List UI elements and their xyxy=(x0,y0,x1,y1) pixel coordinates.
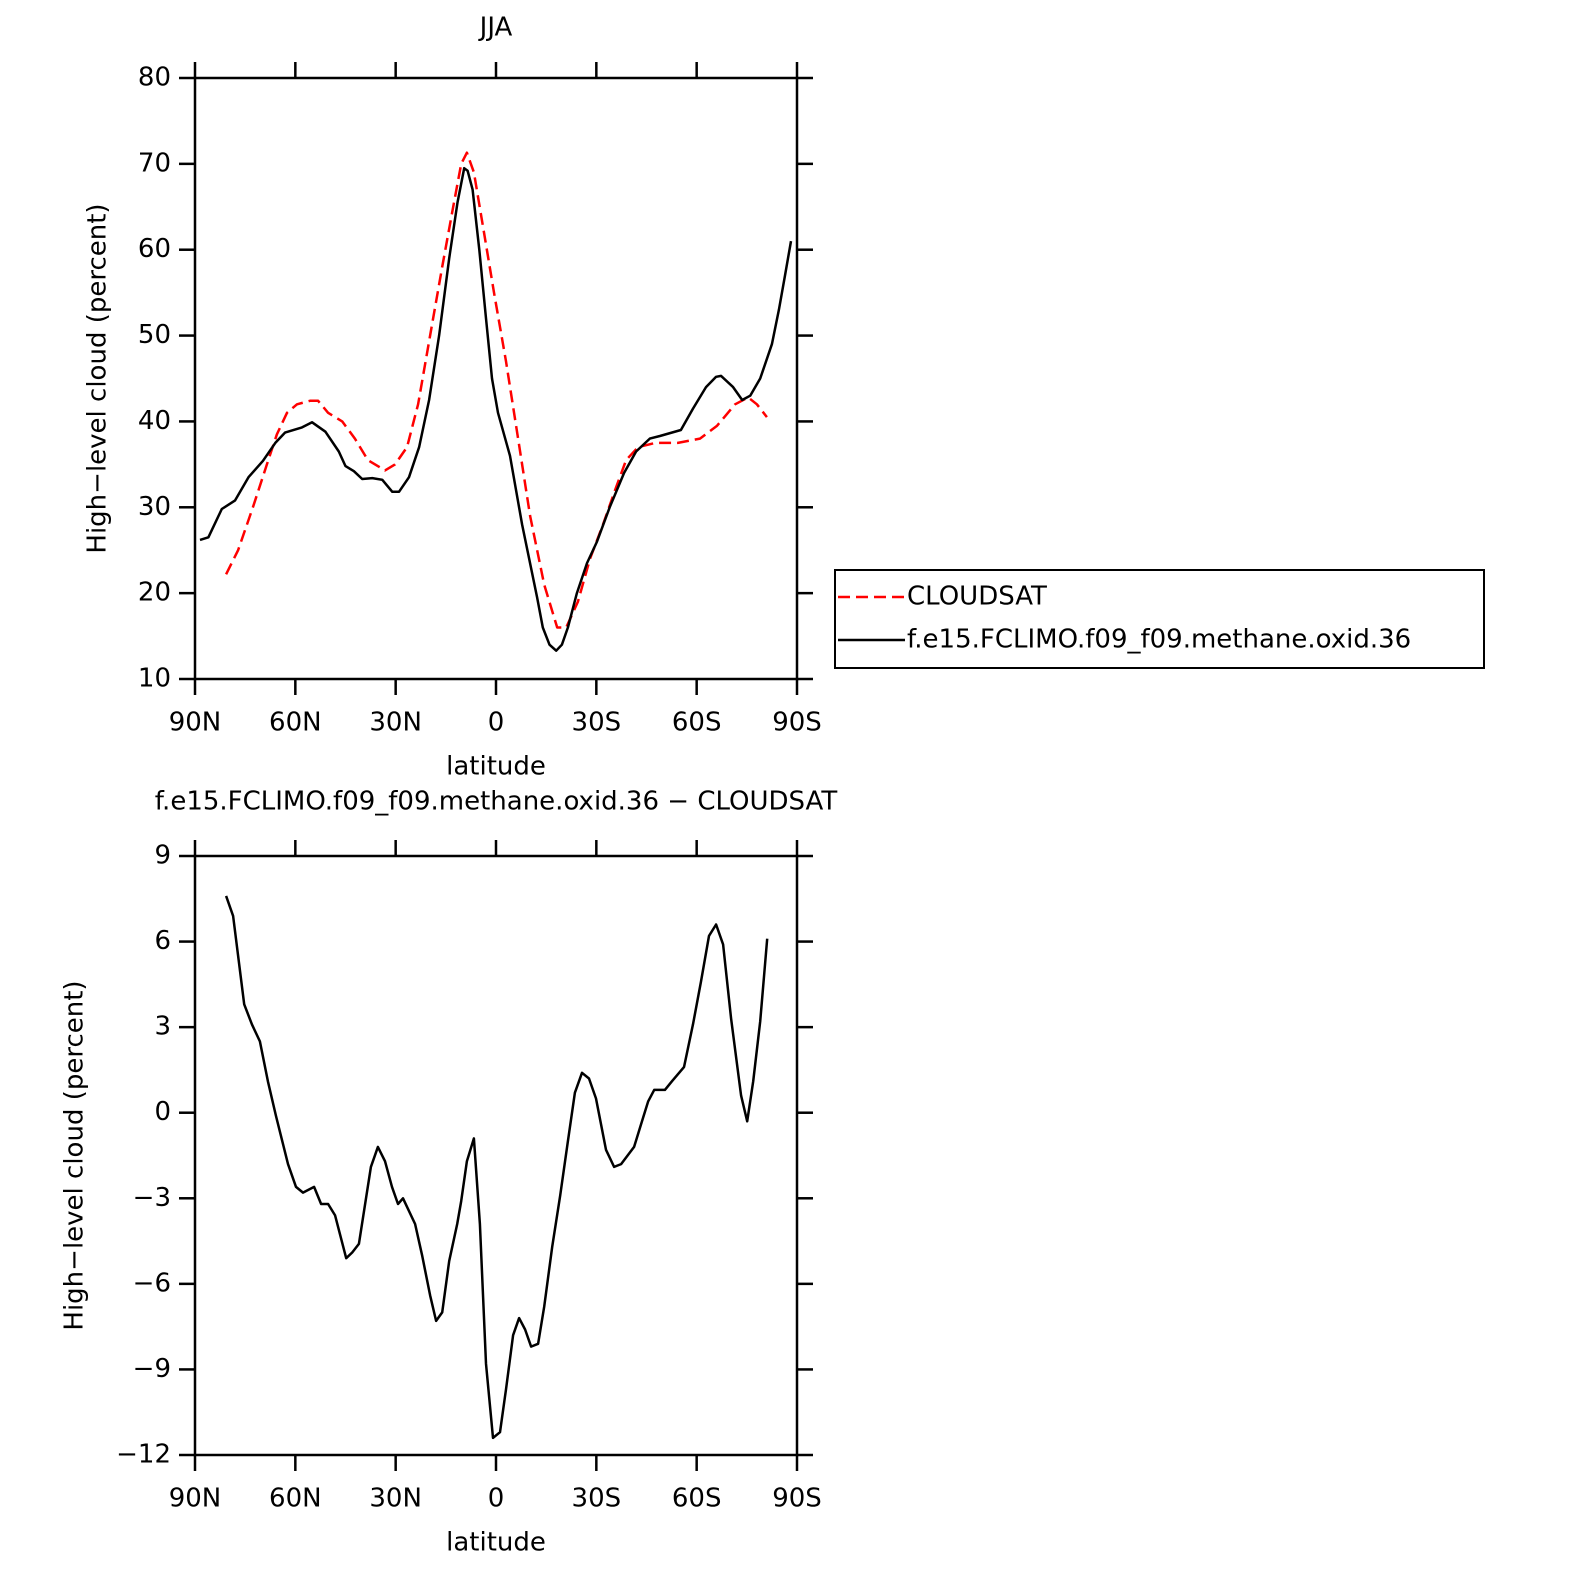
y-tick-label: 20 xyxy=(138,578,171,608)
x-tick-label: 90S xyxy=(772,1484,822,1514)
series-line xyxy=(224,151,768,629)
y-tick-label: −9 xyxy=(133,1354,171,1384)
x-tick-label: 30N xyxy=(369,708,422,738)
y-tick-label: 30 xyxy=(138,492,171,522)
x-tick-label: 0 xyxy=(488,1484,505,1514)
x-tick-label: 60S xyxy=(672,1484,722,1514)
x-tick-label: 30S xyxy=(572,1484,622,1514)
y-tick-label: 80 xyxy=(138,63,171,93)
y-tick-label: 10 xyxy=(138,664,171,694)
plot-frame xyxy=(193,854,799,1457)
y-axis-label: High−level cloud (percent) xyxy=(83,203,113,553)
x-tick-label: 90N xyxy=(169,708,222,738)
x-tick-label: 30N xyxy=(369,1484,422,1514)
legend-label: f.e15.FCLIMO.f09_f09.methane.oxid.36 xyxy=(907,625,1411,655)
y-tick-label: 0 xyxy=(154,1097,171,1127)
y-axis-label: High−level cloud (percent) xyxy=(60,980,90,1330)
y-tick-label: 50 xyxy=(138,320,171,350)
legend-box xyxy=(834,569,1485,669)
y-tick-label: 70 xyxy=(138,148,171,178)
y-tick-label: −3 xyxy=(133,1183,171,1213)
x-tick-label: 90N xyxy=(169,1484,222,1514)
chart-title: JJA xyxy=(478,13,513,43)
x-tick-label: 60S xyxy=(672,708,722,738)
series-line xyxy=(199,166,793,652)
series-line xyxy=(224,895,769,1440)
y-tick-label: −6 xyxy=(133,1268,171,1298)
x-tick-label: 90S xyxy=(772,708,822,738)
y-tick-label: 6 xyxy=(154,926,171,956)
x-tick-label: 30S xyxy=(572,708,622,738)
y-tick-label: 3 xyxy=(154,1012,171,1042)
chart-title: f.e15.FCLIMO.f09_f09.methane.oxid.36 − C… xyxy=(155,787,838,817)
y-tick-label: 40 xyxy=(138,406,171,436)
x-axis-label: latitude xyxy=(446,752,546,782)
legend-label: CLOUDSAT xyxy=(907,582,1047,612)
x-tick-label: 60N xyxy=(269,708,322,738)
y-tick-label: 9 xyxy=(154,841,171,871)
x-tick-label: 60N xyxy=(269,1484,322,1514)
y-tick-label: −12 xyxy=(116,1440,171,1470)
x-tick-label: 0 xyxy=(488,708,505,738)
plot-frame xyxy=(193,76,799,681)
y-tick-label: 60 xyxy=(138,234,171,264)
x-axis-label: latitude xyxy=(446,1528,546,1558)
